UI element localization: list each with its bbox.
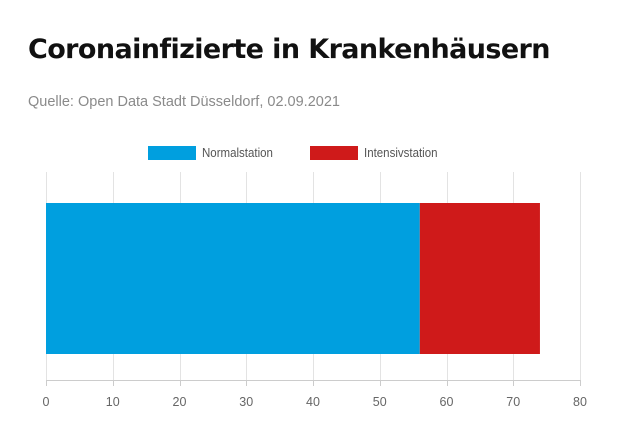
- chart-title: Coronainfizierte in Krankenhäusern: [28, 34, 550, 65]
- chart-legend: Normalstation Intensivstation: [0, 143, 640, 163]
- x-tick-label-8: 80: [573, 395, 587, 409]
- bar-normalstation: [46, 203, 420, 354]
- legend-item-intensivstation[interactable]: Intensivstation: [310, 143, 444, 163]
- chart-source: Quelle: Open Data Stadt Düsseldorf, 02.0…: [28, 94, 340, 110]
- x-tick-label-7: 70: [506, 395, 520, 409]
- legend-swatch-normalstation: [148, 146, 196, 160]
- legend-label-intensivstation: Intensivstation: [364, 146, 438, 160]
- legend-swatch-intensivstation: [310, 146, 358, 160]
- x-tick-label-4: 40: [306, 395, 320, 409]
- x-tick-label-1: 10: [106, 395, 120, 409]
- x-tick-label-2: 20: [173, 395, 187, 409]
- legend-item-normalstation[interactable]: Normalstation: [148, 143, 279, 163]
- legend-label-normalstation: Normalstation: [202, 146, 273, 160]
- bar-intensivstation: [419, 203, 540, 354]
- x-tick-label-6: 60: [440, 395, 454, 409]
- x-tick-label-0: 0: [43, 395, 50, 409]
- x-tick-label-5: 50: [373, 395, 387, 409]
- x-tick-label-3: 30: [239, 395, 253, 409]
